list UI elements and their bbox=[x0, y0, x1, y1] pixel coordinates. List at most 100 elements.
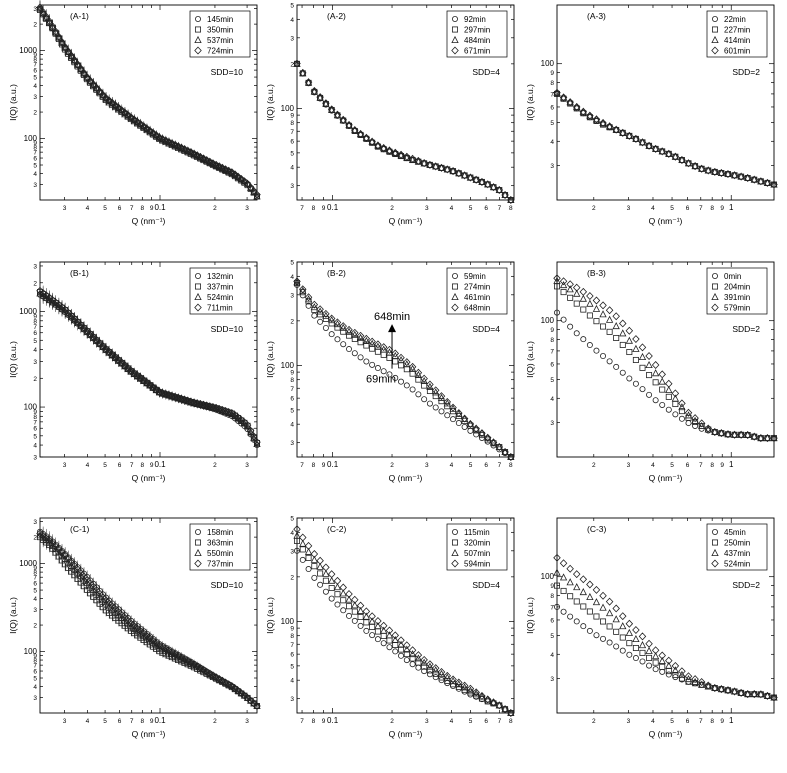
data-point bbox=[737, 172, 745, 181]
data-point bbox=[380, 143, 388, 152]
y-tick-label: 8 bbox=[33, 570, 37, 577]
data-point bbox=[632, 634, 640, 643]
plot-frame bbox=[296, 261, 515, 458]
y-tick-label: 6 bbox=[33, 669, 37, 676]
data-point bbox=[133, 371, 142, 380]
y-tick-label: 100 bbox=[281, 361, 295, 370]
data-point bbox=[316, 93, 324, 102]
x-tick-label: 0.1 bbox=[327, 716, 339, 725]
data-point bbox=[495, 442, 503, 451]
y-axis-title: I(Q) (a.u.) bbox=[525, 597, 535, 634]
y-axis-title: I(Q) (a.u.) bbox=[265, 341, 275, 378]
data-point bbox=[328, 320, 335, 327]
data-point bbox=[763, 691, 772, 699]
y-tick-label: 5 bbox=[33, 433, 37, 440]
data-point bbox=[671, 661, 680, 670]
data-point bbox=[625, 131, 634, 140]
sdd-annotation: SDD=4 bbox=[472, 580, 500, 590]
data-point bbox=[639, 649, 646, 656]
x-tick-label: 7 bbox=[300, 718, 304, 725]
data-point bbox=[501, 448, 509, 456]
data-point bbox=[444, 677, 451, 684]
x-tick-label: 8 bbox=[509, 718, 513, 725]
data-point bbox=[645, 141, 653, 150]
y-tick-label: 5 bbox=[550, 120, 554, 127]
x-tick-label: 4 bbox=[450, 205, 454, 212]
data-point bbox=[55, 32, 63, 41]
data-point bbox=[397, 356, 405, 364]
data-point bbox=[484, 433, 492, 441]
data-point bbox=[414, 654, 423, 662]
data-point bbox=[717, 685, 726, 694]
y-tick-label: 7 bbox=[33, 663, 37, 670]
data-point bbox=[658, 147, 666, 156]
data-point bbox=[461, 423, 468, 430]
series-507min bbox=[293, 531, 515, 716]
y-tick-label: 9 bbox=[550, 327, 554, 334]
x-tick-label: 7 bbox=[498, 462, 502, 469]
plot-frame bbox=[556, 261, 775, 458]
data-point bbox=[651, 369, 660, 377]
data-point bbox=[443, 399, 451, 407]
y-tick-label: 9 bbox=[550, 583, 554, 590]
data-point bbox=[39, 289, 47, 298]
data-point bbox=[645, 141, 653, 149]
data-point bbox=[711, 167, 719, 176]
data-point bbox=[484, 180, 492, 188]
data-point bbox=[328, 331, 335, 338]
data-point bbox=[403, 641, 411, 650]
data-point bbox=[619, 341, 626, 348]
legend-marker bbox=[711, 559, 719, 568]
data-point bbox=[299, 546, 306, 553]
data-point bbox=[507, 709, 515, 717]
data-point bbox=[757, 434, 765, 443]
data-point bbox=[613, 628, 620, 635]
y-tick-label: 100 bbox=[281, 617, 295, 626]
data-point bbox=[398, 646, 405, 653]
data-point bbox=[450, 681, 457, 688]
data-point bbox=[414, 156, 423, 165]
x-tick-label: 5 bbox=[103, 718, 107, 725]
data-point bbox=[403, 152, 411, 161]
y-tick-label: 2 bbox=[290, 574, 294, 581]
data-point bbox=[717, 168, 726, 176]
x-tick-label: 6 bbox=[118, 205, 122, 212]
data-point bbox=[136, 373, 145, 382]
data-point bbox=[340, 597, 347, 604]
data-point bbox=[322, 324, 329, 331]
data-point bbox=[455, 169, 463, 178]
data-point bbox=[632, 626, 640, 634]
data-point bbox=[600, 323, 607, 330]
data-point bbox=[374, 628, 381, 635]
data-point bbox=[489, 698, 498, 706]
data-point bbox=[304, 78, 313, 87]
y-tick-label: 9 bbox=[33, 140, 37, 147]
data-point bbox=[368, 337, 376, 346]
data-point bbox=[632, 344, 640, 352]
legend-entry: 391min bbox=[724, 293, 750, 302]
legend-entry: 92min bbox=[464, 15, 486, 24]
data-point bbox=[737, 688, 745, 696]
data-point bbox=[392, 374, 399, 381]
sdd-annotation: SDD=10 bbox=[211, 580, 244, 590]
data-point bbox=[339, 589, 347, 597]
data-point bbox=[658, 377, 666, 385]
data-point bbox=[717, 429, 726, 438]
legend-marker bbox=[451, 283, 458, 290]
data-point bbox=[730, 171, 739, 180]
data-point bbox=[391, 631, 400, 640]
data-point bbox=[743, 431, 752, 439]
data-point bbox=[149, 636, 157, 645]
x-tick-label: 3 bbox=[63, 718, 67, 725]
data-point bbox=[489, 438, 498, 447]
data-point bbox=[311, 574, 318, 581]
x-tick-label: 2 bbox=[390, 718, 394, 725]
legend-marker bbox=[194, 26, 201, 33]
data-point bbox=[386, 371, 393, 378]
data-point bbox=[36, 3, 44, 12]
data-point bbox=[379, 621, 388, 630]
data-point bbox=[605, 597, 614, 606]
legend-entry: 297min bbox=[464, 26, 490, 35]
data-point bbox=[136, 627, 145, 636]
